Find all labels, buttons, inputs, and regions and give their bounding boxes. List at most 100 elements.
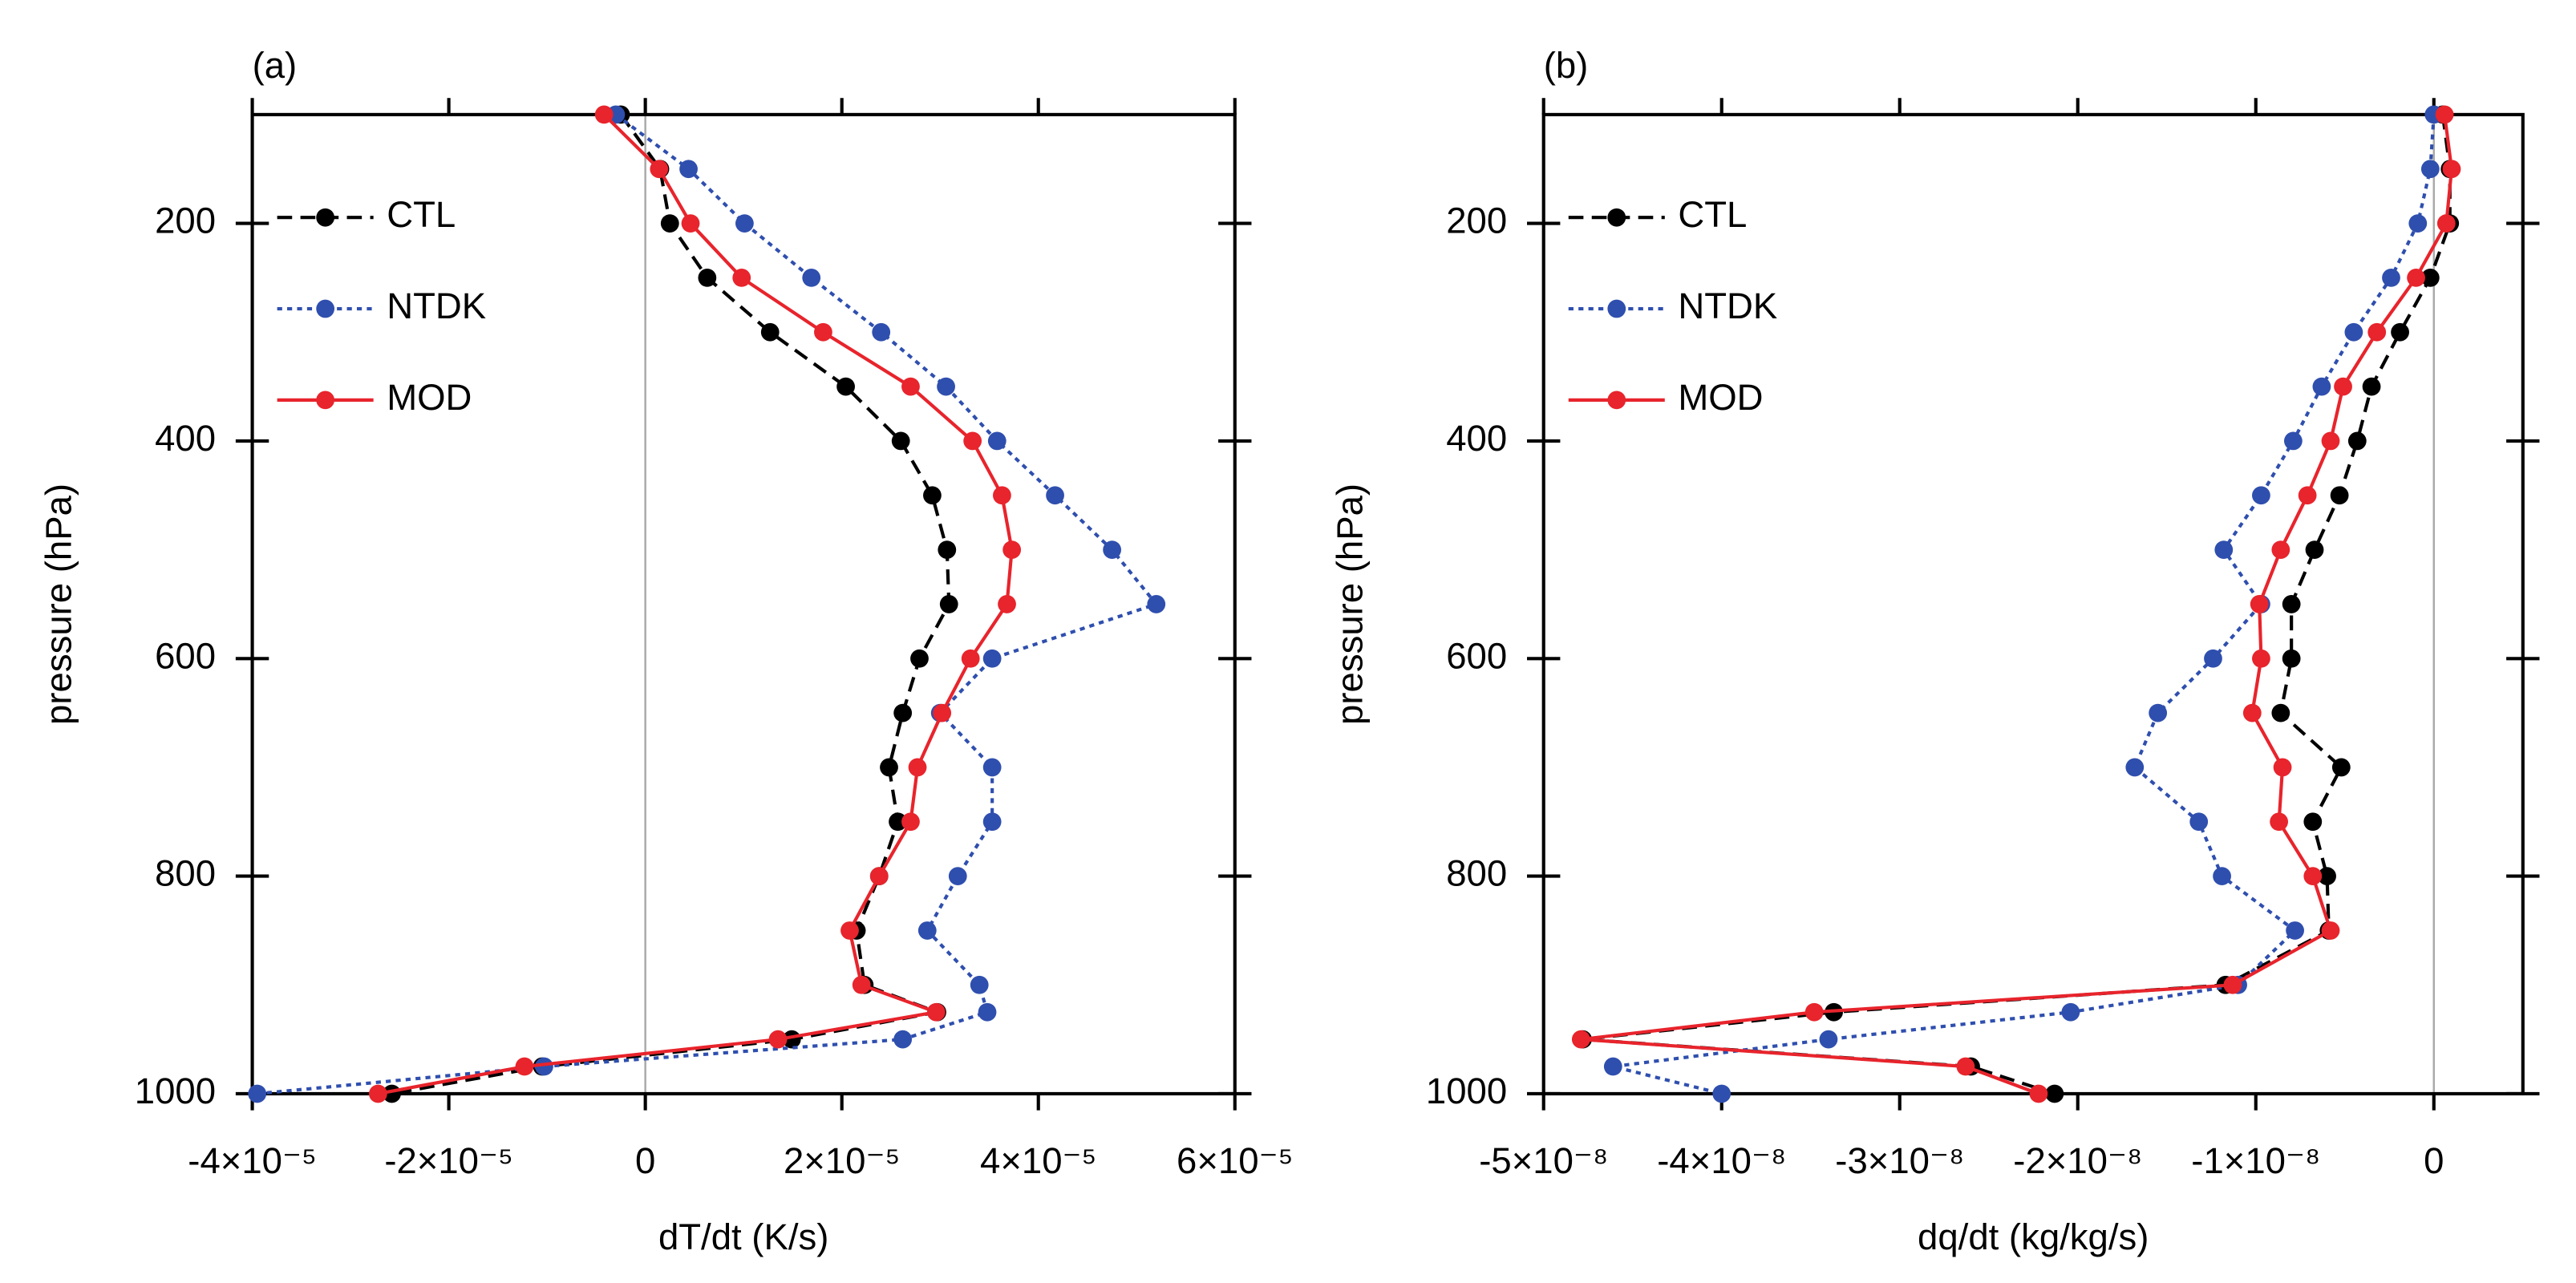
data-point	[872, 322, 891, 342]
data-point	[2347, 431, 2367, 451]
data-point	[982, 812, 1002, 832]
y-axis-label: pressure (hPa)	[38, 484, 79, 725]
data-point	[2045, 1084, 2064, 1103]
data-point	[970, 975, 989, 994]
series-line	[1581, 114, 2454, 1095]
panel-label: (a)	[253, 45, 298, 86]
data-point	[650, 160, 669, 179]
data-point	[2223, 975, 2242, 994]
data-point	[933, 703, 952, 722]
legend-label: CTL	[1678, 194, 1747, 235]
x-axis-label: dq/dt (kg/kg/s)	[1918, 1216, 2149, 1257]
data-point	[2305, 540, 2324, 559]
data-point	[2271, 540, 2290, 559]
x-tick-label: -4×10⁻⁵	[188, 1140, 317, 1181]
data-point	[2282, 649, 2301, 668]
x-tick-label: 6×10⁻⁵	[1177, 1140, 1293, 1181]
data-point	[963, 431, 982, 451]
data-point	[2252, 486, 2270, 505]
data-point	[893, 703, 913, 722]
x-tick-label: -5×10⁻⁸	[1479, 1140, 1608, 1181]
data-point	[594, 105, 614, 124]
data-point	[1571, 1030, 1590, 1049]
data-point	[2330, 486, 2349, 505]
data-point	[2213, 867, 2231, 885]
data-point	[1603, 1057, 1622, 1076]
x-tick-label: 0	[635, 1140, 655, 1181]
x-tick-label: -2×10⁻⁸	[2013, 1140, 2142, 1181]
data-point	[1819, 1030, 1838, 1049]
data-point	[1956, 1057, 1975, 1076]
data-point	[998, 595, 1016, 613]
series-line	[1582, 114, 2452, 1095]
data-point	[917, 921, 937, 940]
data-point	[926, 1002, 946, 1022]
data-point	[840, 921, 859, 940]
data-point	[760, 322, 780, 342]
data-point	[948, 867, 967, 885]
data-point	[2408, 214, 2428, 233]
data-point	[2204, 649, 2222, 668]
y-tick-label: 400	[155, 418, 216, 459]
data-point	[679, 160, 698, 179]
legend-label: NTDK	[387, 285, 486, 326]
panel-label: (b)	[1544, 45, 1589, 86]
data-point	[889, 812, 907, 832]
data-point	[2420, 269, 2440, 287]
data-point	[2250, 595, 2269, 613]
x-tick-label: -1×10⁻⁸	[2191, 1140, 2320, 1181]
data-point	[2391, 322, 2409, 342]
data-point	[869, 867, 889, 885]
series-line	[257, 113, 1160, 1096]
legend-marker	[316, 391, 335, 410]
data-point	[1712, 1084, 1732, 1103]
data-point	[2318, 867, 2336, 885]
data-point	[2061, 1002, 2080, 1022]
data-point	[880, 758, 898, 777]
x-axis-label: dT/dt (K/s)	[658, 1216, 828, 1257]
data-point	[2242, 703, 2262, 722]
series-line	[391, 113, 951, 1095]
data-point	[814, 322, 832, 342]
data-point	[901, 812, 920, 832]
y-tick-label: 600	[155, 635, 216, 676]
x-tick-label: -4×10⁻⁸	[1657, 1140, 1786, 1181]
legend-marker	[316, 299, 335, 318]
legend-label: NTDK	[1678, 285, 1777, 326]
y-tick-label: 800	[155, 853, 216, 894]
data-point	[768, 1030, 788, 1049]
data-point	[923, 486, 942, 505]
data-point	[2298, 486, 2317, 505]
data-point	[1804, 1002, 1824, 1022]
data-point	[681, 214, 700, 233]
data-point	[2286, 921, 2304, 940]
data-point	[2282, 595, 2301, 613]
data-point	[961, 649, 980, 668]
data-point	[2362, 377, 2381, 396]
data-point	[893, 1030, 913, 1049]
data-point	[2303, 867, 2323, 885]
data-point	[2436, 214, 2456, 233]
data-point	[2214, 540, 2234, 559]
data-point	[660, 214, 679, 233]
plot-frame	[1541, 112, 2525, 1096]
data-point	[908, 758, 927, 777]
data-point	[982, 758, 1002, 777]
x-tick-label: -2×10⁻⁵	[384, 1140, 513, 1181]
data-point	[2270, 812, 2289, 832]
data-point	[937, 377, 955, 396]
data-point	[1046, 486, 1064, 505]
data-point	[2435, 105, 2454, 124]
data-point	[901, 377, 920, 396]
data-point	[2125, 758, 2145, 777]
x-tick-label: 0	[2424, 1140, 2444, 1181]
data-point	[802, 269, 821, 287]
data-point	[2334, 377, 2352, 396]
data-point	[735, 214, 754, 233]
data-point	[248, 1084, 267, 1103]
y-tick-label: 1000	[135, 1071, 216, 1111]
y-tick-label: 600	[1446, 635, 1507, 676]
data-point	[982, 649, 1002, 668]
x-tick-label: 4×10⁻⁵	[980, 1140, 1096, 1181]
